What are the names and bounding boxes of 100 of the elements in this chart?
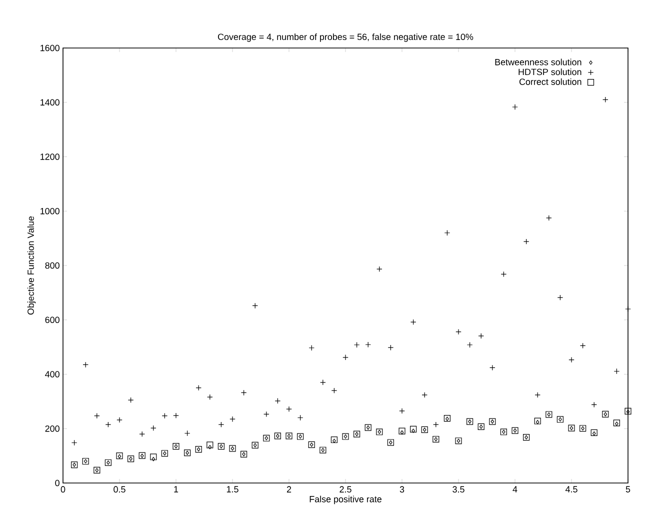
point xyxy=(490,364,496,371)
point xyxy=(625,306,631,312)
chart-title: Coverage = 4, number of probes = 56, false negative rate = 10% xyxy=(218,33,474,42)
x-tick-label: 3 xyxy=(400,486,404,493)
x-tick-label: 1 xyxy=(174,486,178,492)
point xyxy=(581,426,584,430)
point xyxy=(71,461,78,468)
point xyxy=(230,416,236,422)
x-tick-label: 0 xyxy=(60,486,66,493)
point xyxy=(331,388,338,394)
point xyxy=(240,390,247,396)
y-tick-label: 1000 xyxy=(40,208,60,214)
legend-label: HDTSP solution xyxy=(518,68,582,76)
point xyxy=(150,454,157,460)
point xyxy=(433,422,439,428)
point xyxy=(116,417,122,423)
point xyxy=(104,459,112,466)
y-tick-label: 1200 xyxy=(40,154,60,160)
point xyxy=(72,462,76,467)
point xyxy=(330,436,338,444)
point xyxy=(602,96,608,103)
point xyxy=(398,428,406,434)
y-tick-label: 200 xyxy=(45,425,60,432)
point xyxy=(614,368,620,374)
point xyxy=(264,411,270,418)
point xyxy=(94,412,100,419)
y-tick-label: 600 xyxy=(45,316,60,324)
point xyxy=(320,380,326,386)
point xyxy=(128,397,134,403)
point xyxy=(590,429,598,436)
point xyxy=(184,430,190,436)
point xyxy=(534,392,540,398)
x-tick-label: 2 xyxy=(286,486,292,492)
point xyxy=(196,384,202,391)
point xyxy=(624,408,632,415)
point xyxy=(546,215,552,221)
legend-label: Betweenness solution xyxy=(495,58,582,66)
point xyxy=(580,425,586,432)
x-axis-title: False positive rate xyxy=(310,496,382,504)
point xyxy=(399,408,405,414)
point xyxy=(410,426,417,432)
point xyxy=(207,394,213,400)
x-tick-label: 2.5 xyxy=(340,486,352,493)
point xyxy=(466,342,473,348)
point xyxy=(557,294,564,300)
y-tick-label: 1400 xyxy=(40,99,60,106)
point xyxy=(218,422,224,428)
point xyxy=(139,431,145,437)
point xyxy=(376,266,382,272)
point xyxy=(105,422,112,428)
x-tick-label: 5 xyxy=(626,486,630,492)
point xyxy=(342,354,348,360)
point xyxy=(592,431,596,436)
point xyxy=(389,440,392,445)
point xyxy=(446,416,449,421)
point xyxy=(106,460,110,465)
point xyxy=(580,342,586,349)
x-tick-label: 0.5 xyxy=(114,486,126,493)
point xyxy=(161,450,168,457)
point xyxy=(412,428,415,433)
point xyxy=(276,434,280,438)
point xyxy=(308,344,314,351)
point xyxy=(274,432,281,440)
point xyxy=(173,412,179,418)
point xyxy=(626,410,630,414)
point xyxy=(591,402,597,408)
point xyxy=(387,439,394,446)
point xyxy=(354,342,360,348)
point xyxy=(478,333,484,339)
point xyxy=(536,420,540,424)
y-tick-label: 800 xyxy=(45,262,60,269)
point xyxy=(82,362,88,368)
point xyxy=(184,450,191,456)
x-tick-label: 1.5 xyxy=(226,486,238,492)
point xyxy=(252,302,258,309)
point xyxy=(558,417,562,422)
point xyxy=(355,432,358,436)
point xyxy=(500,428,507,436)
point xyxy=(332,438,336,443)
y-tick-label: 400 xyxy=(45,371,60,378)
point xyxy=(502,430,506,434)
point xyxy=(163,451,166,456)
point xyxy=(444,415,450,422)
point xyxy=(512,104,518,110)
point xyxy=(297,414,304,421)
point xyxy=(500,271,507,278)
point xyxy=(150,425,156,431)
point xyxy=(274,398,281,404)
point xyxy=(388,344,394,350)
point xyxy=(286,406,292,412)
point xyxy=(556,416,564,423)
point xyxy=(410,319,416,325)
legend-label: Correct solution xyxy=(519,78,582,85)
x-tick-label: 4 xyxy=(512,486,518,492)
point xyxy=(129,456,132,461)
point xyxy=(534,418,541,424)
point xyxy=(152,456,156,462)
x-tick-label: 4.5 xyxy=(565,486,578,492)
point xyxy=(523,238,530,244)
point xyxy=(613,420,620,426)
